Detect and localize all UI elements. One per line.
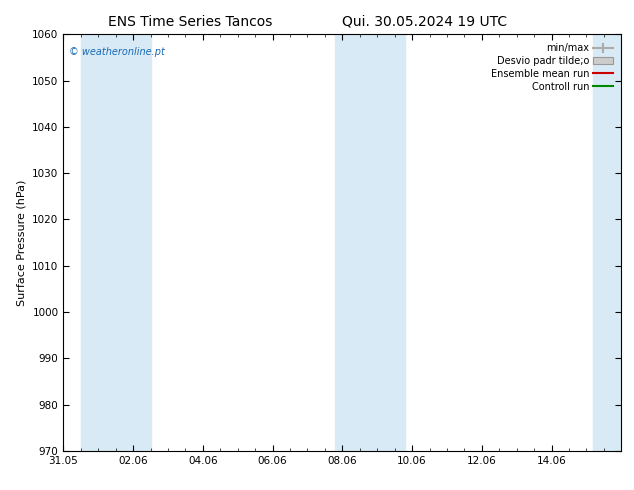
Y-axis label: Surface Pressure (hPa): Surface Pressure (hPa) [16, 179, 27, 306]
Bar [81, 34, 116, 451]
Legend: min/max, Desvio padr tilde;o, Ensemble mean run, Controll run: min/max, Desvio padr tilde;o, Ensemble m… [487, 39, 616, 96]
Bar [115, 34, 150, 451]
Text: © weatheronline.pt: © weatheronline.pt [69, 47, 165, 57]
Bar [335, 34, 366, 451]
Bar [366, 34, 405, 451]
Text: Qui. 30.05.2024 19 UTC: Qui. 30.05.2024 19 UTC [342, 15, 507, 29]
Text: ENS Time Series Tancos: ENS Time Series Tancos [108, 15, 273, 29]
Bar [593, 34, 621, 451]
